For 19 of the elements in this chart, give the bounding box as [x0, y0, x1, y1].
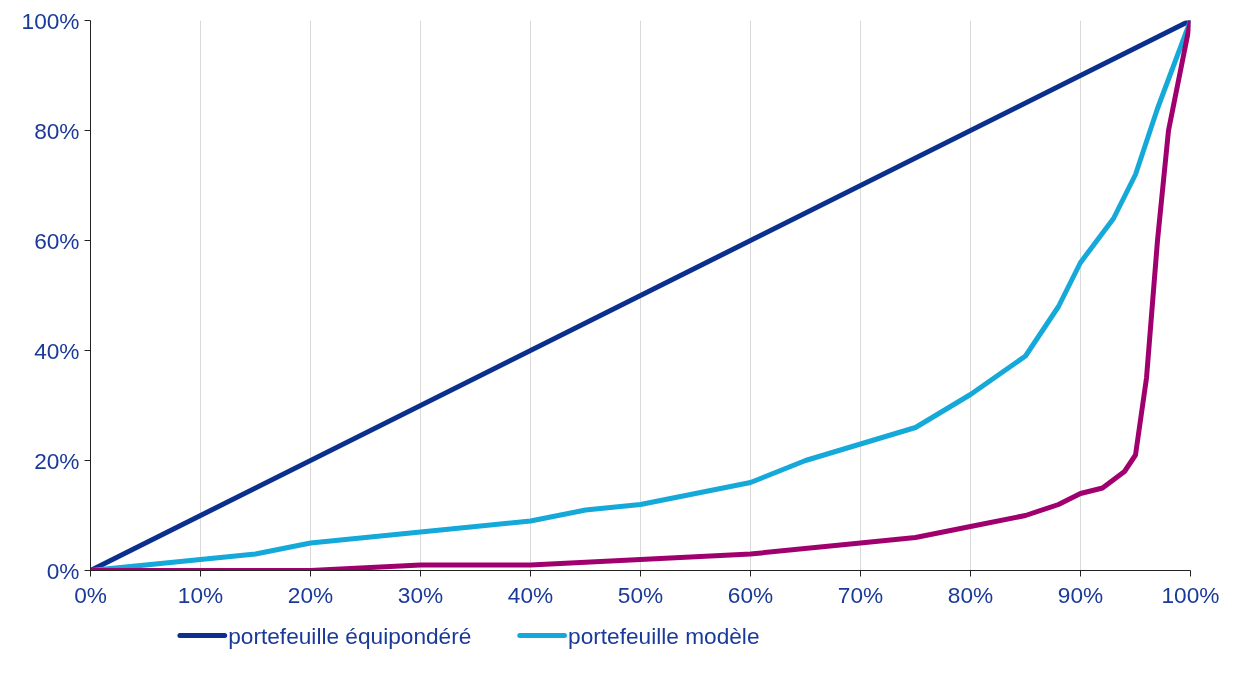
x-tick-label: 30%	[397, 581, 444, 608]
x-tick-label: 10%	[177, 581, 224, 608]
x-tick-label: 0%	[74, 581, 107, 608]
y-tick-label: 60%	[34, 227, 80, 254]
y-tick-label: 40%	[34, 337, 80, 364]
x-tick-label: 90%	[1057, 581, 1104, 608]
x-tick-label: 20%	[287, 581, 334, 608]
x-tick-label: 40%	[507, 581, 554, 608]
x-tick-label: 80%	[947, 581, 994, 608]
legend-label: portefeuille équipondéré	[228, 622, 472, 649]
x-tick-label: 60%	[727, 581, 774, 608]
x-tick-label: 100%	[1161, 581, 1220, 608]
y-tick-label: 80%	[34, 117, 80, 144]
x-tick-label: 70%	[837, 581, 884, 608]
y-tick-label: 20%	[34, 447, 80, 474]
y-tick-label: 0%	[46, 557, 80, 584]
y-tick-label: 100%	[21, 7, 80, 34]
legend-label: portefeuille modèle	[568, 622, 760, 649]
x-tick-label: 50%	[617, 581, 664, 608]
